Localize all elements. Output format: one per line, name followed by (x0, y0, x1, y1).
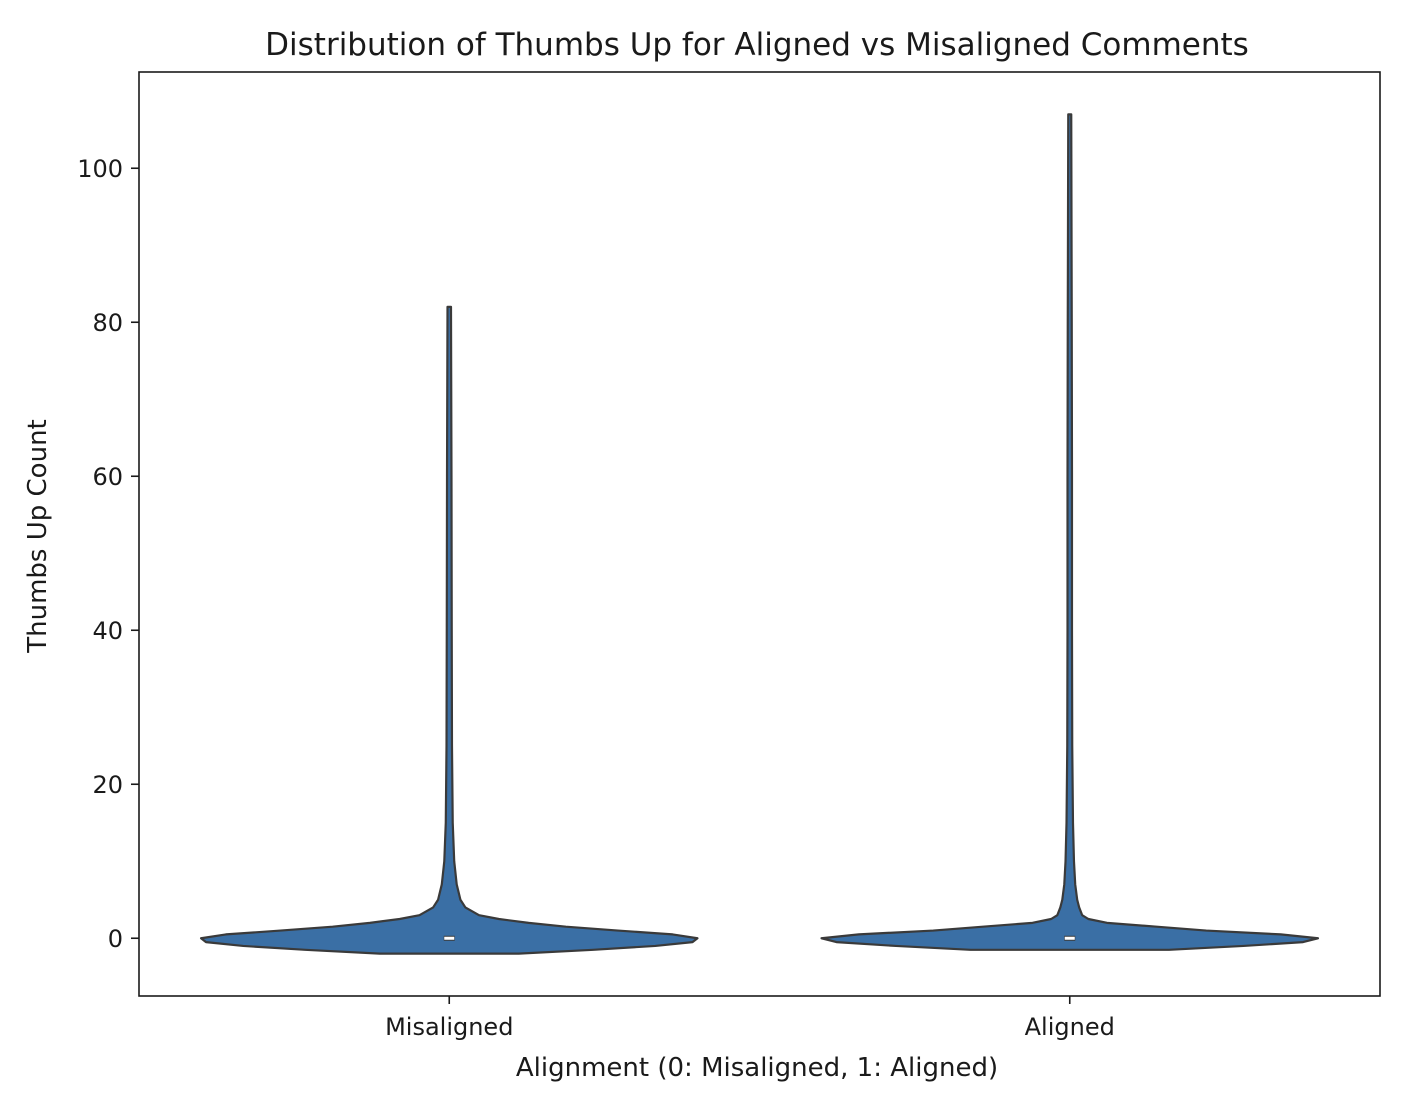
median-marker-aligned (1064, 936, 1075, 940)
median-marker-misaligned (444, 936, 455, 940)
violin-aligned (820, 113, 1320, 951)
y-tick-label-100: 100 (77, 155, 123, 183)
y-tick-label-40: 40 (92, 617, 123, 645)
y-tick-label-0: 0 (108, 925, 123, 953)
violin-misaligned (199, 305, 699, 955)
x-axis-label: Alignment (0: Misaligned, 1: Aligned) (516, 1053, 998, 1083)
x-tick-label-misaligned: Misaligned (385, 1013, 513, 1041)
y-tick-label-60: 60 (92, 463, 123, 491)
y-tick-label-80: 80 (92, 309, 123, 337)
y-tick-label-20: 20 (92, 771, 123, 799)
chart-title: Distribution of Thumbs Up for Aligned vs… (265, 27, 1249, 63)
y-axis-label: Thumbs Up Count (23, 419, 53, 654)
axes: 0 20 40 60 80 100 Misaligned Aligned (77, 155, 1115, 1041)
plot-frame (138, 71, 1381, 997)
plot-area (199, 113, 1320, 955)
x-tick-label-aligned: Aligned (1025, 1013, 1115, 1041)
